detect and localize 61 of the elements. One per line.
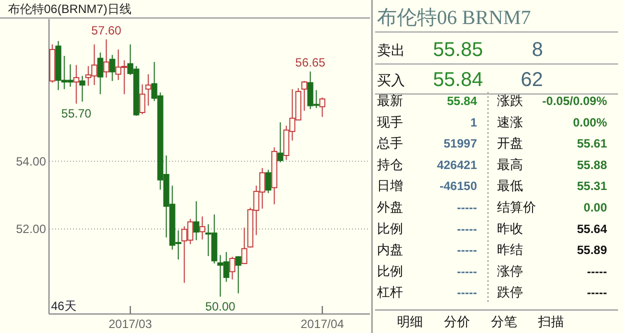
text: 55.61 (576, 136, 608, 151)
text: 55.84 (446, 94, 478, 108)
text: 最新 (377, 93, 403, 108)
text: 最低 (497, 178, 523, 194)
text: 内盘 (377, 242, 403, 258)
text: 现手 (377, 114, 403, 130)
text: 速涨 (497, 114, 523, 130)
text: 布伦特06 BRNM7 (377, 7, 531, 29)
text: 开盘 (497, 136, 523, 151)
text: 0.00 (584, 200, 608, 214)
text: 持仓 (377, 156, 403, 172)
text: -0.05/0.09% (542, 94, 608, 108)
text: 卖出 (377, 42, 405, 58)
text: ----- (587, 264, 607, 278)
text: 日增 (377, 178, 403, 194)
text: 55.89 (576, 243, 608, 258)
text: 分笔 (491, 314, 517, 329)
text: -46150 (440, 179, 478, 194)
text: 总手 (376, 136, 403, 151)
text: 外盘 (377, 200, 403, 214)
text: ----- (457, 243, 477, 258)
chart-title: 布伦特06(BRNM7)日线 (8, 2, 132, 16)
y-tick-label: 54.00 (16, 154, 46, 168)
text: 昨结 (497, 242, 523, 258)
text: 扫描 (537, 314, 564, 329)
x-tick-label: 2017/04 (300, 317, 344, 331)
text: 明细 (397, 314, 423, 329)
text: 比例 (377, 220, 403, 236)
y-tick-label: 52.00 (16, 222, 46, 236)
text: 55.84 (432, 69, 483, 91)
text: 买入 (377, 72, 405, 88)
text: 8 (532, 39, 543, 61)
text: 55.31 (576, 179, 608, 194)
text: 最高 (497, 156, 523, 172)
text: 分价 (444, 314, 470, 329)
text: 55.64 (576, 222, 608, 236)
annotation: 46天 (51, 299, 76, 313)
text: 结算价 (497, 200, 536, 214)
text: 62 (520, 69, 543, 91)
annotation: 57.60 (91, 23, 122, 38)
annotation: 50.00 (205, 300, 236, 314)
text: 涨跌 (497, 93, 523, 108)
text: ----- (457, 286, 477, 300)
text: ----- (457, 200, 477, 214)
text: ----- (587, 286, 607, 300)
text: 涨停 (497, 263, 523, 278)
text: 55.85 (432, 39, 483, 61)
text: 昨收 (497, 220, 523, 236)
x-tick-label: 2017/03 (108, 317, 152, 331)
text: 1 (470, 115, 478, 130)
annotation: 55.70 (61, 106, 92, 121)
text: 51997 (444, 136, 478, 151)
annotation: 56.65 (295, 55, 326, 70)
text: 跌停 (497, 284, 523, 300)
text: 426421 (436, 158, 478, 172)
text: 杠杆 (376, 284, 403, 300)
text: ----- (457, 222, 477, 236)
text: 比例 (377, 263, 403, 278)
text: ----- (457, 264, 477, 278)
text: 0.00% (572, 115, 608, 130)
text: 55.88 (576, 158, 608, 172)
